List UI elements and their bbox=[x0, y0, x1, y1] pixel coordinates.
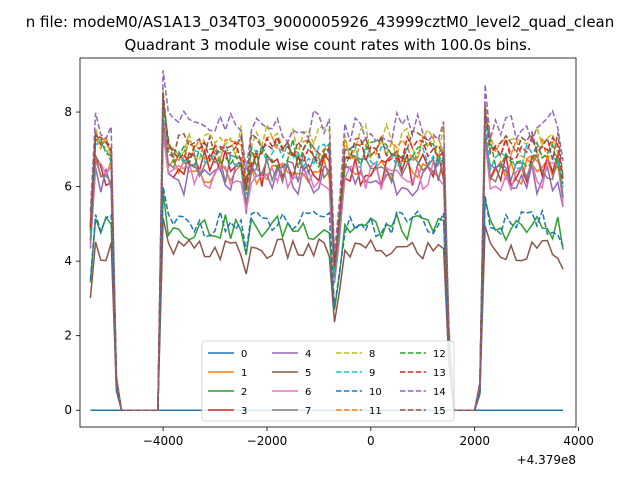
legend-label: 0 bbox=[241, 349, 247, 360]
legend-label: 9 bbox=[369, 368, 375, 379]
suptitle: n file: modeM0/AS1A13_034T03_9000005926_… bbox=[26, 13, 615, 32]
series-line-10 bbox=[89, 186, 564, 411]
x-tick-label: 4000 bbox=[563, 434, 594, 448]
legend-label: 3 bbox=[241, 406, 247, 417]
x-tick-label: 2000 bbox=[459, 434, 490, 448]
y-tick-label: 0 bbox=[64, 403, 72, 417]
axes-frame bbox=[79, 57, 577, 428]
x-tick-label: −2000 bbox=[247, 434, 288, 448]
legend-label: 1 bbox=[241, 368, 247, 379]
legend-box bbox=[201, 340, 455, 422]
y-tick-label: 8 bbox=[64, 105, 72, 119]
series-line-15 bbox=[89, 92, 564, 411]
x-tick-label: 0 bbox=[367, 434, 375, 448]
y-axis-ticks: 0 2 4 6 8 bbox=[64, 105, 80, 417]
y-tick-label: 6 bbox=[64, 180, 72, 194]
x-axis-ticks: −4000 −2000 0 2000 4000 bbox=[143, 427, 594, 448]
legend-label: 6 bbox=[305, 387, 311, 398]
legend-label: 10 bbox=[369, 387, 382, 398]
chart-title: Quadrant 3 module wise count rates with … bbox=[124, 36, 531, 54]
y-tick-label: 2 bbox=[64, 329, 72, 343]
legend-label: 2 bbox=[241, 387, 247, 398]
legend-label: 8 bbox=[369, 349, 375, 360]
y-tick-label: 4 bbox=[64, 254, 72, 268]
x-tick-label: −4000 bbox=[143, 434, 184, 448]
x-offset-label: +4.379e8 bbox=[517, 453, 576, 467]
legend-label: 11 bbox=[369, 406, 382, 417]
plot-lines bbox=[89, 70, 564, 411]
legend-label: 5 bbox=[305, 368, 311, 379]
legend-label: 15 bbox=[433, 406, 446, 417]
legend-label: 13 bbox=[433, 368, 446, 379]
legend-label: 7 bbox=[305, 406, 311, 417]
legend-label: 12 bbox=[433, 349, 446, 360]
legend-label: 14 bbox=[433, 387, 446, 398]
legend-label: 4 bbox=[305, 349, 311, 360]
